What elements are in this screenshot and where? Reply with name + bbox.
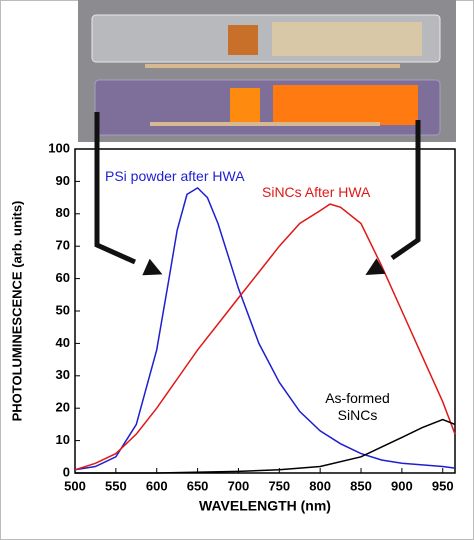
y-tick-label: 60: [56, 270, 70, 285]
arrow: [390, 120, 421, 261]
y-tick-label: 0: [63, 464, 70, 479]
arrow: [94, 112, 137, 265]
y-tick-label: 90: [56, 173, 70, 188]
series-line: [74, 203, 456, 471]
y-tick-label: 80: [56, 205, 70, 220]
series-line: [75, 418, 456, 474]
y-axis-title: PHOTOLUMINESCENCE (arb. units): [9, 201, 24, 422]
x-tick-label: 700: [228, 478, 250, 493]
x-tick-label: 950: [432, 478, 454, 493]
series-label: SiNCs After HWA: [262, 184, 371, 200]
x-tick-label: 800: [309, 478, 331, 493]
x-tick-label: 750: [268, 478, 290, 493]
y-tick-label: 10: [56, 432, 70, 447]
arrow-head: [142, 258, 163, 276]
series-line: [74, 186, 456, 471]
x-tick-label: 850: [350, 478, 372, 493]
x-tick-label: 900: [391, 478, 413, 493]
x-tick-label: 550: [105, 478, 127, 493]
photo: [78, 0, 456, 142]
series-label: PSi powder after HWA: [105, 168, 245, 184]
y-tick-label: 20: [56, 400, 70, 415]
arrow-head: [365, 258, 386, 275]
y-tick-label: 50: [56, 302, 70, 317]
series-label: As-formed SiNCs: [325, 390, 390, 423]
x-tick-label: 500: [64, 478, 86, 493]
y-tick-label: 30: [56, 367, 70, 382]
x-axis-title: WAVELENGTH (nm): [199, 498, 331, 514]
y-tick-label: 40: [56, 335, 70, 350]
y-tick-label: 100: [48, 140, 70, 155]
y-tick-label: 70: [56, 238, 70, 253]
x-tick-label: 650: [187, 478, 209, 493]
x-tick-label: 600: [146, 478, 168, 493]
